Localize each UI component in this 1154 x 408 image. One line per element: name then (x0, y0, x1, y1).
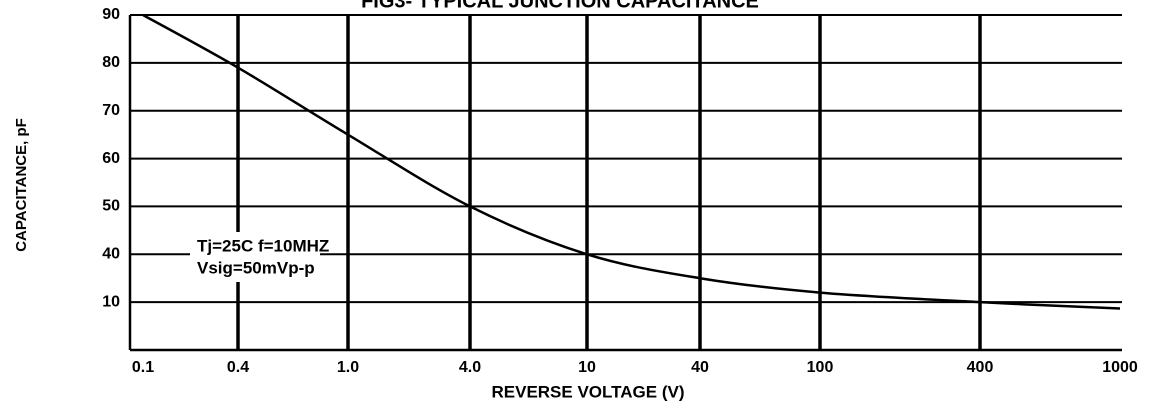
x-tick-label: 400 (967, 359, 994, 376)
x-tick-label: 10 (578, 359, 596, 376)
x-tick-label: 4.0 (459, 359, 481, 376)
x-tick-label: 1.0 (337, 359, 359, 376)
x-axis-label: REVERSE VOLTAGE (V) (491, 382, 684, 401)
x-tick-label: 0.1 (132, 359, 154, 376)
x-tick-label: 40 (691, 359, 709, 376)
x-tick-label: 100 (807, 359, 834, 376)
annotation-box (190, 232, 320, 282)
y-tick-label: 80 (102, 54, 120, 71)
curve (142, 13, 1121, 310)
y-tick-label: 70 (102, 102, 120, 119)
annotation: Vsig=50mVp-p (197, 258, 315, 277)
annotation: Tj=25C f=10MHZ (197, 236, 329, 255)
y-tick-label: 90 (102, 6, 120, 23)
y-tick-label: 40 (102, 246, 120, 263)
x-tick-label: 1000 (1102, 359, 1138, 376)
y-tick-label: 10 (102, 293, 120, 310)
chart-title: FIG3- TYPICAL JUNCTION CAPACITANCE (361, 0, 759, 12)
y-tick-label: 60 (102, 150, 120, 167)
y-tick-label: 50 (102, 198, 120, 215)
x-tick-label: 0.4 (227, 359, 249, 376)
y-axis-label: CAPACITANCE, pF (13, 118, 30, 252)
